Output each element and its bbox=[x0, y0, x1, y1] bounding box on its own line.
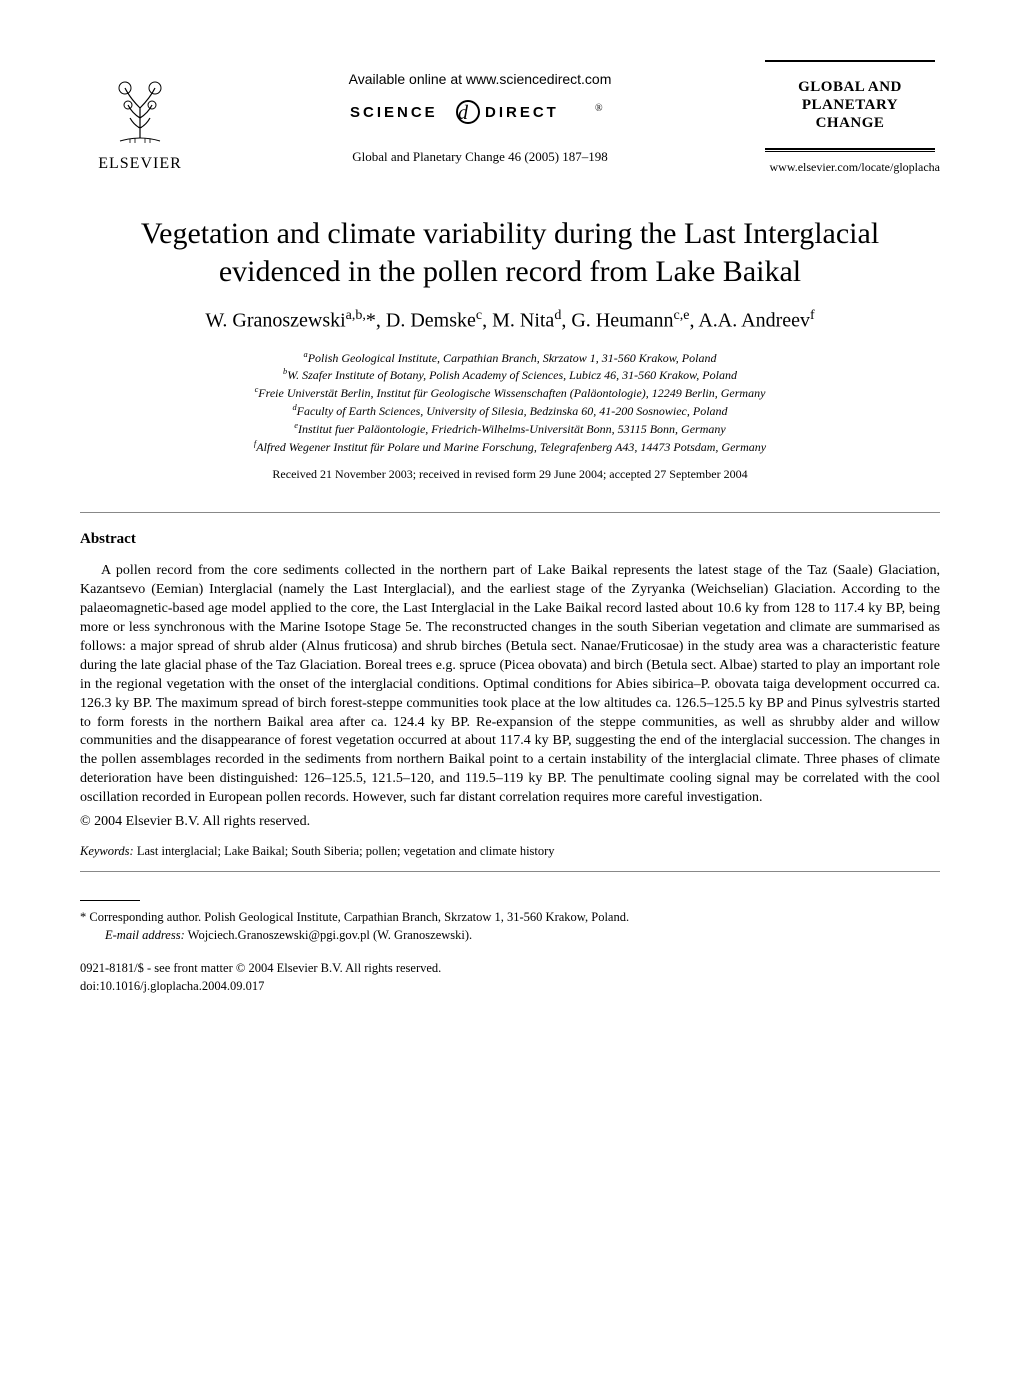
affiliation-b-text: W. Szafer Institute of Botany, Polish Ac… bbox=[287, 368, 737, 382]
abstract-body: A pollen record from the core sediments … bbox=[80, 562, 940, 808]
footnote-rule bbox=[80, 900, 140, 901]
publisher-block: ELSEVIER bbox=[80, 63, 200, 173]
authors-list: W. Granoszewskia,b,*, D. Demskec, M. Nit… bbox=[80, 308, 940, 333]
corresponding-author: * Corresponding author. Polish Geologica… bbox=[80, 909, 940, 927]
keywords-label: Keywords: bbox=[80, 844, 134, 858]
issn-line: 0921-8181/$ - see front matter © 2004 El… bbox=[80, 960, 940, 978]
section-rule bbox=[80, 512, 940, 513]
sciencedirect-logo-icon: SCIENCE d DIRECT ® bbox=[350, 99, 610, 127]
affiliation-a: aPolish Geological Institute, Carpathian… bbox=[80, 349, 940, 367]
journal-title-block: GLOBAL AND PLANETARY CHANGE www.elsevier… bbox=[760, 60, 940, 175]
section-rule-2 bbox=[80, 871, 940, 872]
affiliation-e-text: Institut fuer Paläontologie, Friedrich-W… bbox=[298, 422, 726, 436]
journal-name-line2: CHANGE bbox=[816, 115, 885, 131]
affiliation-d-text: Faculty of Earth Sciences, University of… bbox=[297, 404, 728, 418]
svg-text:DIRECT: DIRECT bbox=[485, 104, 559, 121]
footnote-block: * Corresponding author. Polish Geologica… bbox=[80, 909, 940, 944]
journal-name: GLOBAL AND PLANETARY CHANGE bbox=[760, 78, 940, 132]
affiliation-a-text: Polish Geological Institute, Carpathian … bbox=[308, 351, 717, 365]
abstract-heading: Abstract bbox=[80, 531, 940, 548]
publisher-name: ELSEVIER bbox=[98, 155, 182, 173]
abstract-text: A pollen record from the core sediments … bbox=[80, 562, 940, 808]
affiliation-f-text: Alfred Wegener Institut für Polare und M… bbox=[256, 440, 766, 454]
email-line: E-mail address: Wojciech.Granoszewski@pg… bbox=[105, 927, 940, 945]
journal-reference: Global and Planetary Change 46 (2005) 18… bbox=[352, 149, 608, 165]
affiliation-c-text: Freie Universtät Berlin, Institut für Ge… bbox=[258, 386, 765, 400]
center-header: Available online at www.sciencedirect.co… bbox=[200, 71, 760, 165]
available-online-text: Available online at www.sciencedirect.co… bbox=[349, 71, 612, 87]
page-header: ELSEVIER Available online at www.science… bbox=[80, 60, 940, 175]
article-title: Vegetation and climate variability durin… bbox=[100, 215, 920, 290]
received-dates: Received 21 November 2003; received in r… bbox=[80, 467, 940, 482]
affiliation-e: eInstitut fuer Paläontologie, Friedrich-… bbox=[80, 420, 940, 438]
elsevier-tree-icon bbox=[100, 63, 180, 153]
svg-text:SCIENCE: SCIENCE bbox=[350, 104, 438, 121]
svg-text:®: ® bbox=[595, 103, 603, 114]
email-address: Wojciech.Granoszewski@pgi.gov.pl (W. Gra… bbox=[185, 928, 472, 942]
svg-text:d: d bbox=[458, 102, 469, 124]
affiliation-f: fAlfred Wegener Institut für Polare und … bbox=[80, 438, 940, 456]
affiliation-c: cFreie Universtät Berlin, Institut für G… bbox=[80, 384, 940, 402]
footer-block: 0921-8181/$ - see front matter © 2004 El… bbox=[80, 960, 940, 995]
journal-name-line1: GLOBAL AND PLANETARY bbox=[798, 79, 902, 113]
email-label: E-mail address: bbox=[105, 928, 185, 942]
rule-bottom bbox=[765, 148, 935, 152]
copyright-line: © 2004 Elsevier B.V. All rights reserved… bbox=[80, 814, 940, 830]
rule-top bbox=[765, 60, 935, 62]
doi-line: doi:10.1016/j.gloplacha.2004.09.017 bbox=[80, 978, 940, 996]
keywords-line: Keywords: Last interglacial; Lake Baikal… bbox=[80, 844, 940, 859]
affiliation-b: bW. Szafer Institute of Botany, Polish A… bbox=[80, 366, 940, 384]
keywords-text: Last interglacial; Lake Baikal; South Si… bbox=[134, 844, 555, 858]
affiliation-d: dFaculty of Earth Sciences, University o… bbox=[80, 402, 940, 420]
affiliations: aPolish Geological Institute, Carpathian… bbox=[80, 349, 940, 456]
journal-url: www.elsevier.com/locate/gloplacha bbox=[760, 160, 940, 175]
